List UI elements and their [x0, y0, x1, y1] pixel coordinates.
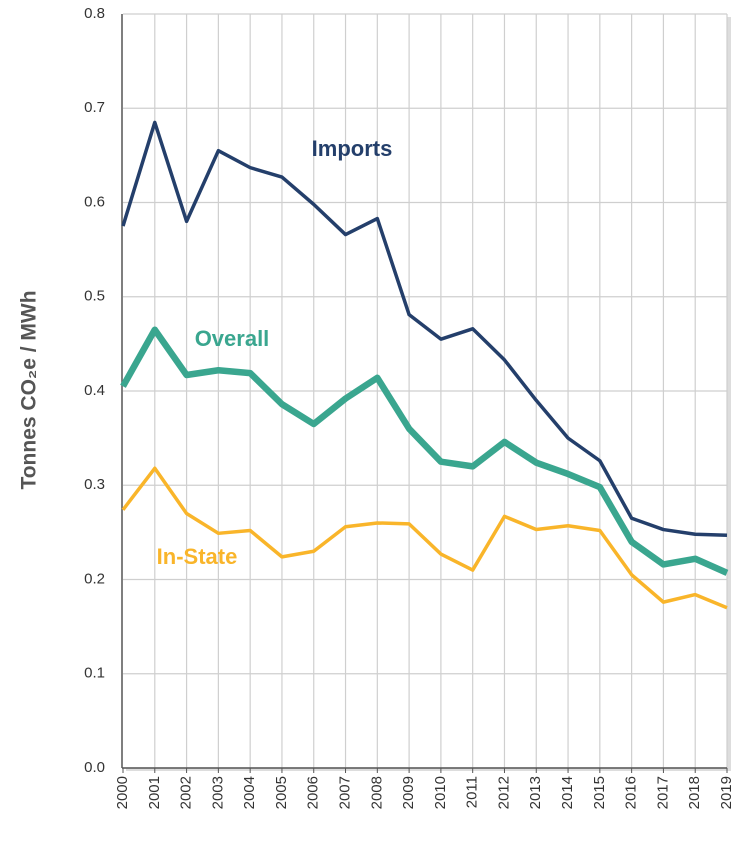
y-tick-label: 0.2	[84, 570, 105, 587]
x-tick-label: 2015	[591, 776, 608, 809]
x-tick-label: 2018	[686, 776, 703, 809]
x-tick-label: 2010	[432, 776, 449, 809]
x-tick-label: 2003	[209, 776, 226, 809]
y-tick-label: 0.1	[84, 665, 105, 682]
series-line	[120, 326, 729, 576]
x-tick-label: 2000	[114, 776, 131, 809]
y-tick-label: 0.4	[84, 382, 105, 399]
x-tick-label: 2014	[559, 776, 576, 809]
x-tick-label: 2002	[178, 776, 195, 809]
x-tick-label: 2007	[336, 776, 353, 809]
series-line	[121, 466, 728, 610]
x-tick-label: 2004	[241, 776, 258, 809]
series-label: Overall	[195, 326, 270, 351]
series-label: Imports	[312, 136, 393, 161]
x-tick-label: 2012	[495, 776, 512, 809]
x-tick-label: 2016	[623, 776, 640, 809]
y-tick-label: 0.0	[84, 759, 105, 776]
x-tick-label: 2001	[146, 776, 163, 809]
x-tick-label: 2019	[718, 776, 735, 809]
y-tick-label: 0.7	[84, 99, 105, 116]
y-axis-label: Tonnes CO₂e / MWh	[18, 290, 41, 489]
series-line	[121, 120, 728, 537]
series-label: In-State	[157, 544, 238, 569]
y-tick-label: 0.8	[84, 5, 105, 22]
x-tick-label: 2006	[305, 776, 322, 809]
x-tick-label: 2005	[273, 776, 290, 809]
x-tick-label: 2011	[464, 776, 481, 808]
x-tick-label: 2013	[527, 776, 544, 809]
y-tick-label: 0.5	[84, 288, 105, 305]
x-tick-label: 2009	[400, 776, 417, 809]
x-tick-label: 2008	[368, 776, 385, 809]
y-tick-label: 0.6	[84, 193, 105, 210]
x-tick-label: 2017	[654, 776, 671, 809]
y-tick-label: 0.3	[84, 476, 105, 493]
